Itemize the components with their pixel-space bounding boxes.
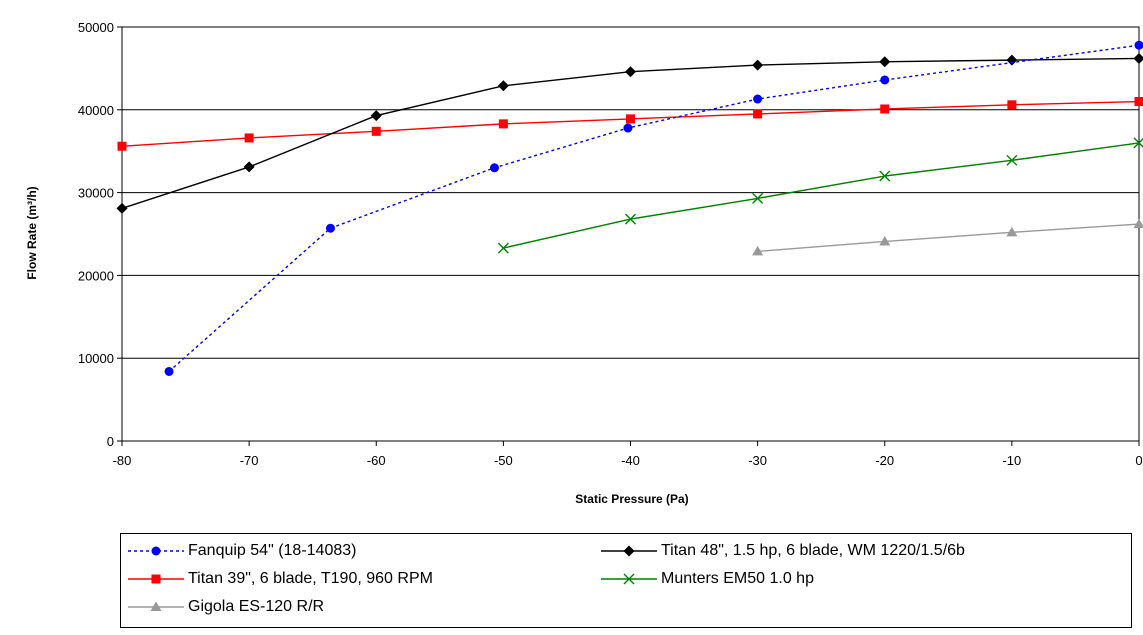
data-point — [879, 170, 891, 182]
data-point — [244, 133, 254, 143]
data-point — [1133, 218, 1143, 229]
data-point — [623, 123, 633, 133]
data-point — [752, 192, 764, 204]
legend-swatch — [128, 601, 184, 611]
y-tick-label: 30000 — [78, 186, 114, 201]
legend-swatch — [128, 574, 184, 584]
data-point — [753, 94, 763, 104]
legend-marker — [151, 546, 161, 556]
series-3 — [497, 137, 1143, 254]
legend-label: Titan 48", 1.5 hp, 6 blade, WM 1220/1.5/… — [661, 542, 965, 559]
data-point — [625, 213, 636, 225]
legend-marker — [151, 574, 161, 584]
y-tick-label: 0 — [107, 434, 114, 449]
legend-swatch — [601, 545, 657, 557]
legend-label: Munters EM50 1.0 hp — [661, 570, 814, 587]
x-tick-label: -60 — [367, 453, 386, 468]
x-tick-label: -20 — [875, 453, 894, 468]
legend-marker — [150, 601, 162, 611]
data-point — [498, 119, 508, 129]
data-point — [625, 66, 636, 78]
legend-item: Fanquip 54" (18-14083) — [126, 540, 356, 562]
series-layer — [116, 40, 1143, 376]
y-tick-labels: 0 10000 20000 30000 40000 50000 — [78, 20, 114, 449]
y-tick-label: 40000 — [78, 103, 114, 118]
series-line — [757, 223, 1140, 253]
x-tick-label: 0 — [1135, 453, 1142, 468]
x-tick-label: -50 — [494, 453, 513, 468]
data-point — [325, 223, 335, 233]
data-point — [880, 75, 890, 85]
data-point — [879, 56, 891, 68]
legend-marker — [623, 545, 635, 557]
x-tick-label: -80 — [113, 453, 132, 468]
data-point — [1134, 40, 1143, 50]
legend-item: Gigola ES-120 R/R — [126, 596, 324, 618]
series-0 — [164, 40, 1143, 376]
data-point — [243, 161, 255, 173]
series-1 — [116, 52, 1143, 214]
x-tick-label: -40 — [621, 453, 640, 468]
data-point — [753, 109, 763, 119]
data-point — [1006, 226, 1018, 237]
data-point — [879, 235, 891, 246]
data-point — [880, 104, 890, 114]
legend-label: Titan 39", 6 blade, T190, 960 RPM — [188, 570, 433, 587]
x-axis-title: Static Pressure (Pa) — [575, 492, 688, 506]
legend-swatch — [128, 546, 184, 556]
axes — [117, 26, 1140, 446]
series-line — [121, 57, 1140, 209]
data-point — [371, 126, 381, 136]
data-point — [1133, 137, 1143, 149]
series-2 — [117, 97, 1143, 151]
data-point — [116, 202, 128, 214]
data-point — [1133, 52, 1143, 64]
plot-area — [121, 26, 1140, 442]
series-4 — [752, 218, 1143, 256]
legend-label: Fanquip 54" (18-14083) — [188, 542, 357, 559]
x-tick-label: -30 — [748, 453, 767, 468]
data-point — [497, 80, 509, 92]
legend-item: Titan 39", 6 blade, T190, 960 RPM — [126, 568, 433, 590]
series-line — [168, 44, 1140, 372]
series-line — [503, 142, 1140, 249]
data-point — [497, 242, 509, 254]
y-tick-label: 10000 — [78, 351, 114, 366]
y-tick-label: 20000 — [78, 268, 114, 283]
x-tick-label: -10 — [1002, 453, 1021, 468]
y-axis-title: Flow Rate (m³/h) — [25, 186, 39, 279]
data-point — [1006, 154, 1018, 166]
data-point — [1006, 54, 1018, 66]
data-point — [370, 110, 382, 122]
legend-label: Gigola ES-120 R/R — [188, 598, 325, 615]
data-point — [164, 366, 174, 376]
x-tick-label: -70 — [240, 453, 259, 468]
legend-item: Munters EM50 1.0 hp — [599, 568, 814, 590]
data-point — [1007, 100, 1017, 110]
data-point — [1134, 97, 1143, 107]
y-tick-label: 50000 — [78, 20, 114, 35]
legend-marker — [623, 573, 635, 585]
data-point — [489, 163, 499, 173]
data-point — [752, 59, 764, 71]
data-point — [626, 114, 635, 124]
x-tick-labels: -80 -70 -60 -50 -40 -30 -20 -10 0 — [113, 453, 1143, 468]
data-point — [752, 245, 764, 256]
legend: Fanquip 54" (18-14083) Titan 48", 1.5 hp,… — [120, 533, 1132, 628]
legend-item: Titan 48", 1.5 hp, 6 blade, WM 1220/1.5/… — [599, 540, 965, 562]
legend-swatch — [601, 573, 657, 585]
data-point — [117, 141, 127, 151]
series-line — [121, 100, 1140, 147]
